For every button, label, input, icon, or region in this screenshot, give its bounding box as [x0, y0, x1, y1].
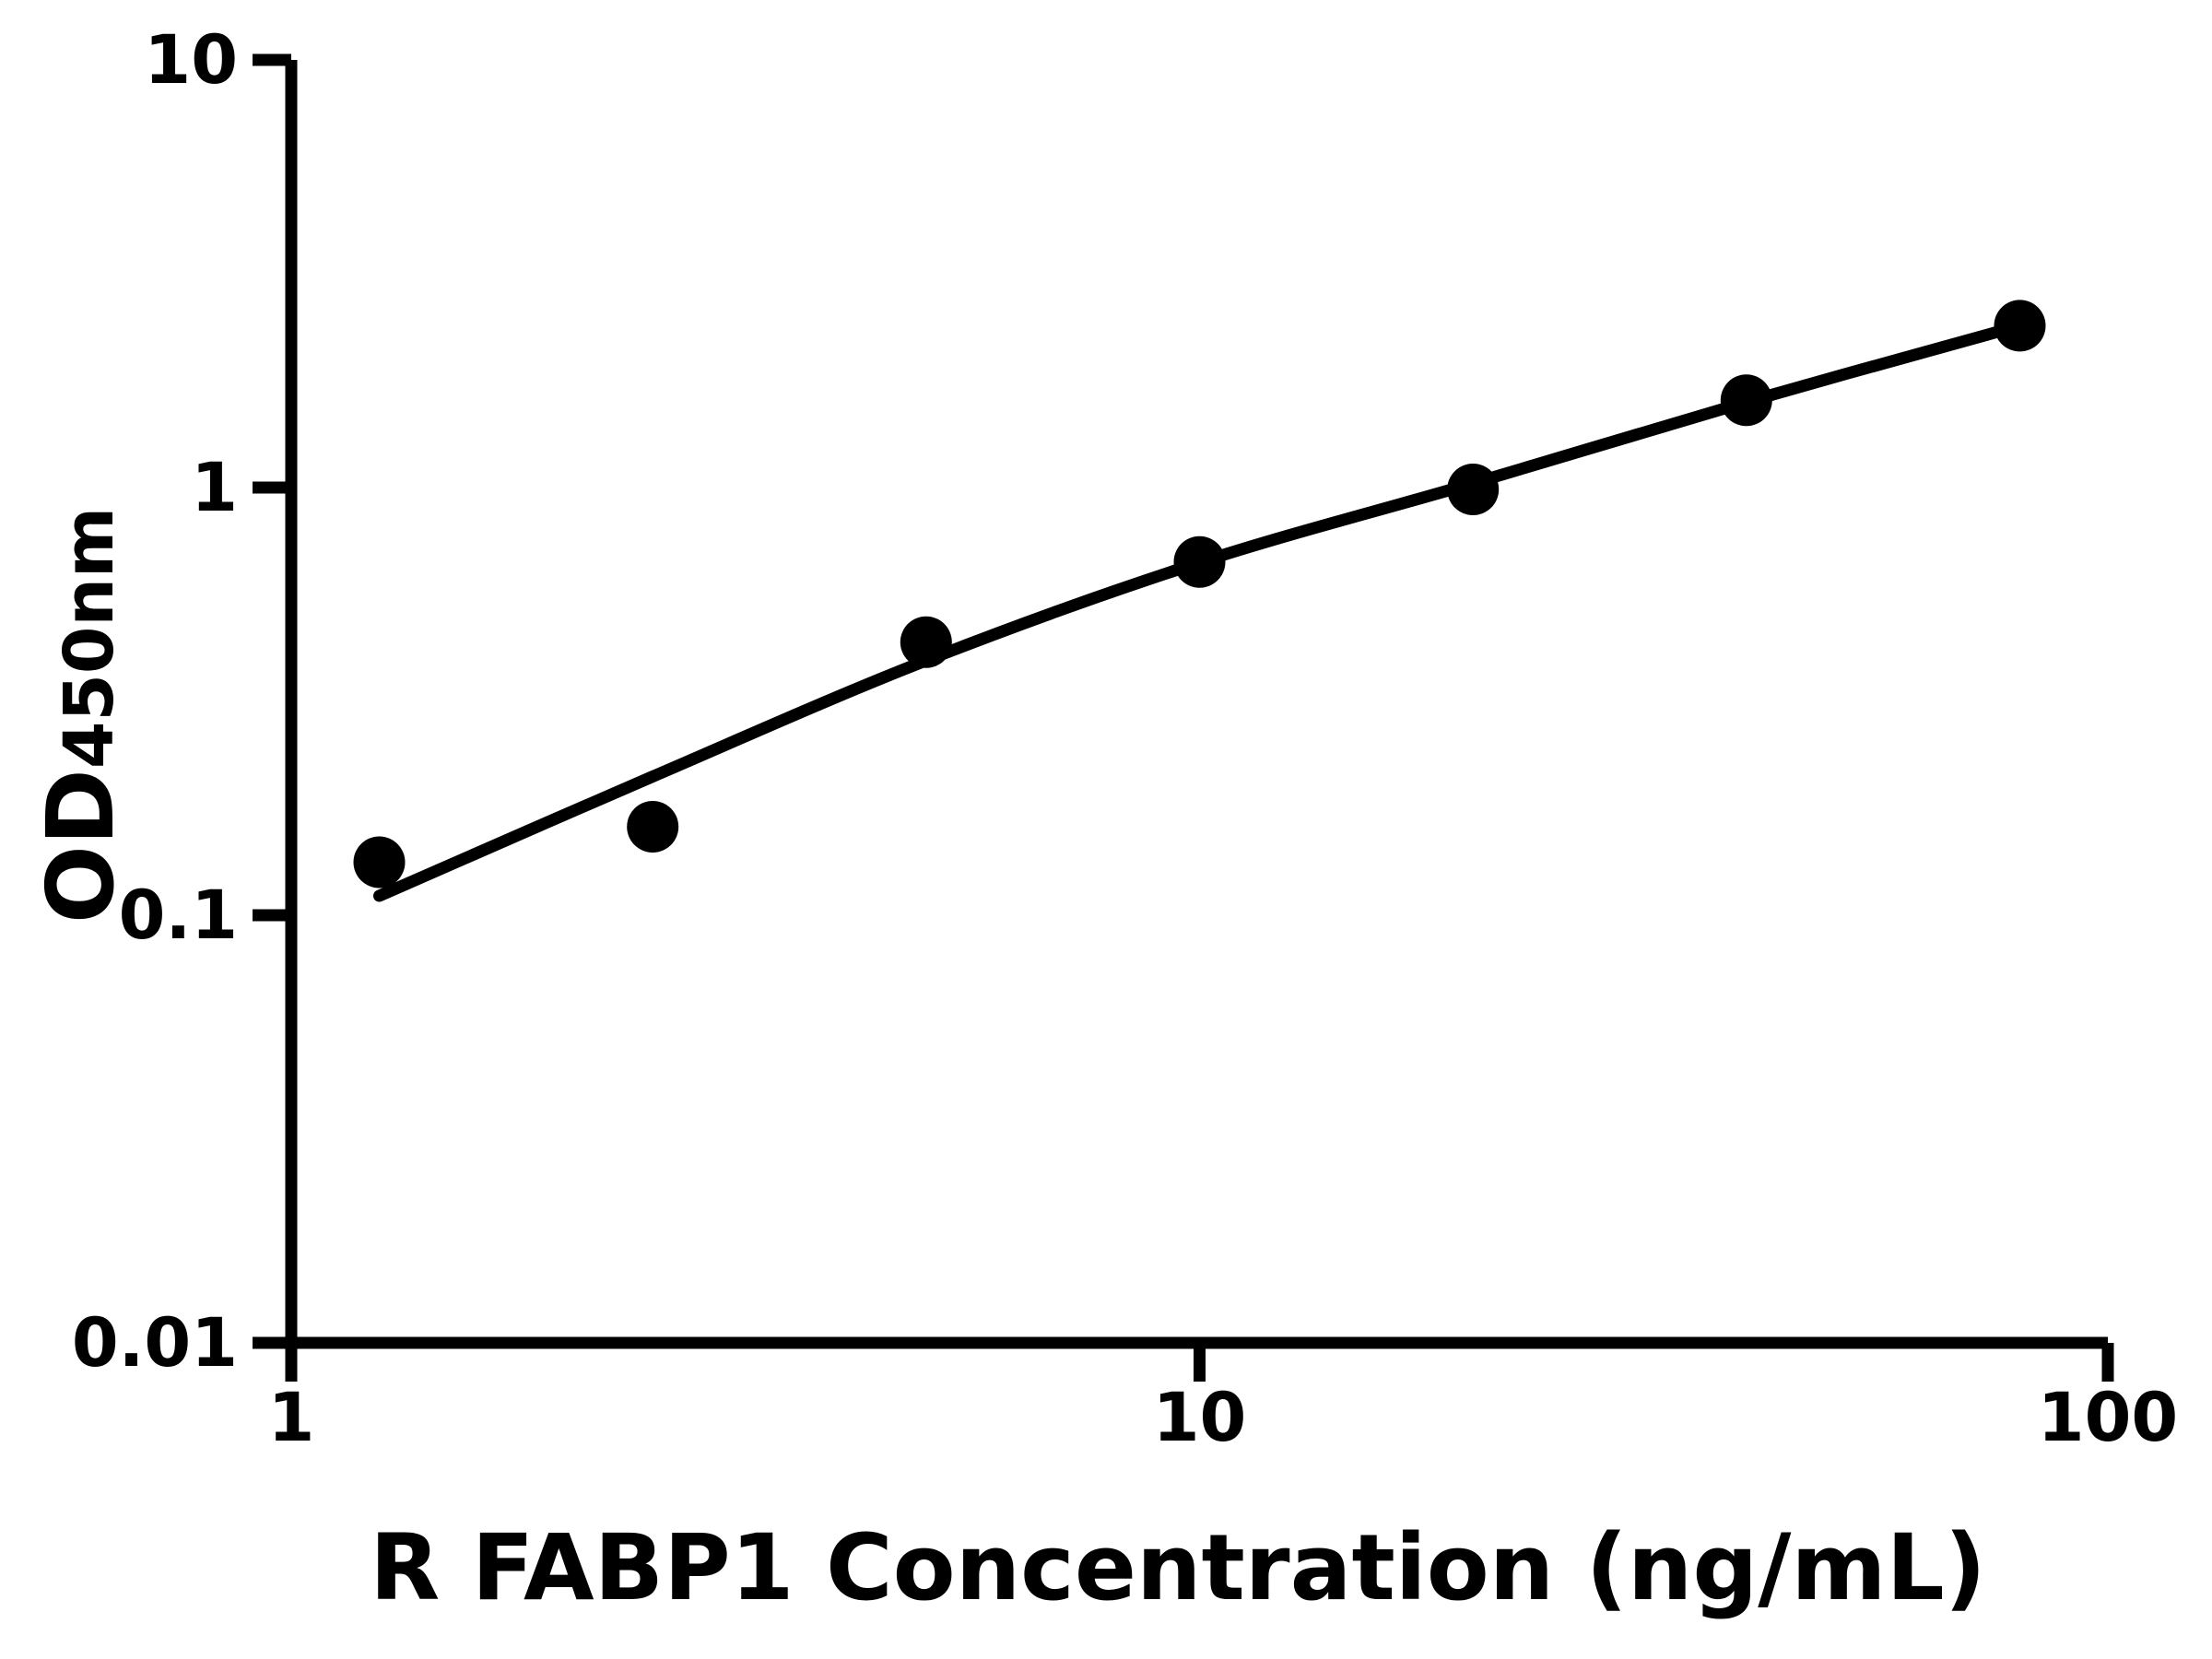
y-tick-label: 10 — [144, 20, 238, 100]
data-point — [900, 616, 952, 668]
tick-marks — [253, 53, 2114, 1382]
axis-frame — [285, 60, 2108, 1349]
fit-curve — [373, 319, 2026, 902]
x-tick-label: 10 — [1152, 1378, 1247, 1457]
data-point — [1994, 300, 2046, 352]
x-tick-label: 100 — [2037, 1378, 2179, 1457]
data-point — [1720, 374, 1772, 427]
y-tick-label: 0.01 — [71, 1303, 238, 1382]
x-axis-title: R FABP1 Concentration (ng/mL) — [370, 1514, 1986, 1621]
y-axis-title-main: OD — [27, 769, 135, 924]
y-axis-title-sub: 450nm — [50, 506, 129, 770]
data-points — [353, 300, 2046, 888]
data-point — [1173, 535, 1226, 588]
data-point — [1447, 464, 1500, 515]
y-tick-label: 1 — [191, 448, 238, 527]
x-tick-label: 1 — [267, 1378, 315, 1457]
y-tick-label: 0.1 — [118, 876, 238, 955]
y-axis-title: OD450nm — [0, 439, 164, 992]
data-point — [353, 836, 406, 888]
data-point — [627, 801, 679, 853]
y-axis-title-text: OD450nm — [27, 506, 135, 924]
